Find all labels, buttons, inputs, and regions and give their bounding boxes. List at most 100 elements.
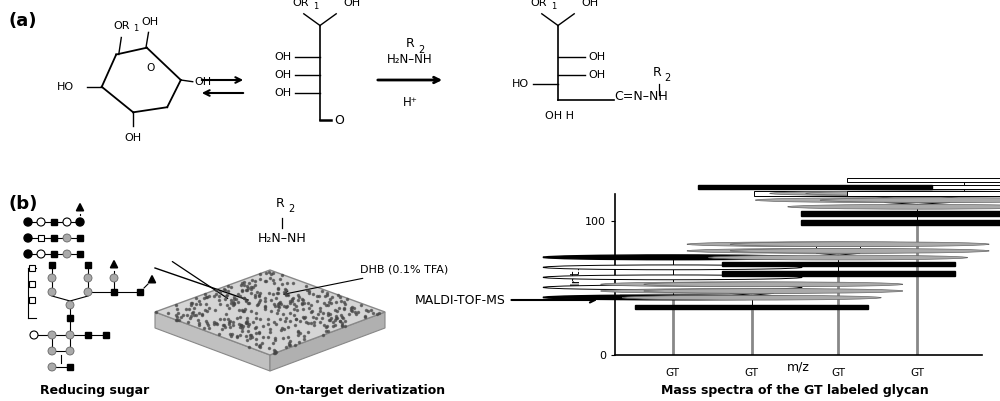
Bar bbox=[51, 219, 57, 225]
Circle shape bbox=[110, 274, 118, 282]
Bar bbox=[698, 184, 932, 189]
Bar bbox=[847, 184, 1000, 189]
Circle shape bbox=[66, 347, 74, 355]
Circle shape bbox=[644, 289, 903, 294]
Text: R: R bbox=[653, 67, 661, 79]
Circle shape bbox=[37, 250, 45, 258]
Circle shape bbox=[709, 255, 968, 260]
Bar bbox=[85, 332, 91, 338]
Polygon shape bbox=[155, 312, 270, 371]
Circle shape bbox=[543, 285, 802, 290]
Circle shape bbox=[543, 275, 802, 280]
Text: OH: OH bbox=[142, 17, 159, 27]
Circle shape bbox=[730, 242, 989, 247]
Text: H⁺: H⁺ bbox=[403, 96, 417, 109]
Circle shape bbox=[687, 249, 946, 253]
Text: 1: 1 bbox=[313, 2, 318, 11]
Text: Reducing sugar: Reducing sugar bbox=[40, 384, 150, 397]
Bar bbox=[67, 364, 73, 371]
Text: 2: 2 bbox=[288, 204, 294, 214]
Bar bbox=[754, 191, 987, 196]
Circle shape bbox=[644, 282, 903, 287]
Bar bbox=[29, 265, 35, 271]
Bar bbox=[77, 235, 83, 241]
Text: OR: OR bbox=[292, 0, 308, 8]
Circle shape bbox=[30, 331, 38, 339]
X-axis label: m/z: m/z bbox=[787, 360, 810, 373]
Text: 1: 1 bbox=[133, 24, 138, 33]
Text: OH: OH bbox=[589, 70, 606, 80]
Circle shape bbox=[76, 218, 84, 226]
Text: Mass spectra of the GT labeled glycan: Mass spectra of the GT labeled glycan bbox=[661, 384, 929, 397]
Text: GT: GT bbox=[745, 368, 759, 378]
Circle shape bbox=[63, 234, 71, 242]
Text: O: O bbox=[146, 63, 154, 73]
Bar bbox=[49, 261, 55, 268]
Text: OH: OH bbox=[274, 88, 291, 98]
Text: DHB (0.1% TFA): DHB (0.1% TFA) bbox=[284, 265, 448, 296]
Circle shape bbox=[84, 274, 92, 282]
Text: HO: HO bbox=[57, 82, 74, 92]
Bar bbox=[29, 297, 35, 304]
Text: OH: OH bbox=[581, 0, 599, 8]
Polygon shape bbox=[110, 261, 118, 268]
Polygon shape bbox=[148, 275, 156, 283]
Text: MALDI-TOF-MS: MALDI-TOF-MS bbox=[415, 294, 595, 306]
Bar bbox=[847, 191, 1000, 196]
Circle shape bbox=[48, 347, 56, 355]
Text: 2: 2 bbox=[418, 45, 424, 55]
Polygon shape bbox=[620, 296, 827, 299]
Text: OH: OH bbox=[274, 70, 291, 80]
Text: GT: GT bbox=[666, 368, 680, 378]
Text: 2: 2 bbox=[664, 73, 670, 83]
Text: H₂N–NH: H₂N–NH bbox=[387, 53, 433, 66]
Bar bbox=[29, 281, 35, 288]
Text: (a): (a) bbox=[8, 12, 36, 30]
Circle shape bbox=[730, 249, 989, 253]
Bar bbox=[847, 178, 1000, 182]
Bar bbox=[722, 262, 955, 266]
Circle shape bbox=[48, 363, 56, 371]
Circle shape bbox=[48, 331, 56, 339]
Circle shape bbox=[63, 250, 71, 258]
Bar bbox=[67, 315, 73, 321]
Text: OH: OH bbox=[125, 133, 142, 143]
Circle shape bbox=[806, 191, 1000, 196]
Bar bbox=[801, 221, 1000, 225]
Text: OH H: OH H bbox=[545, 111, 574, 121]
Circle shape bbox=[24, 234, 32, 242]
Circle shape bbox=[770, 191, 1000, 196]
Text: OH: OH bbox=[194, 77, 212, 87]
Circle shape bbox=[48, 288, 56, 296]
Text: OH: OH bbox=[343, 0, 361, 8]
Text: C=N–NH: C=N–NH bbox=[614, 90, 668, 103]
Text: GT: GT bbox=[910, 368, 924, 378]
Circle shape bbox=[37, 218, 45, 226]
Bar bbox=[85, 261, 91, 268]
Circle shape bbox=[48, 274, 56, 282]
Circle shape bbox=[820, 198, 1000, 203]
Text: R: R bbox=[406, 37, 414, 50]
Text: 1: 1 bbox=[551, 2, 556, 11]
Text: H₂N–NH: H₂N–NH bbox=[258, 232, 306, 245]
Bar bbox=[722, 271, 955, 275]
Circle shape bbox=[755, 198, 1000, 203]
Circle shape bbox=[622, 295, 881, 300]
Circle shape bbox=[543, 255, 802, 260]
Circle shape bbox=[63, 218, 71, 226]
Bar bbox=[51, 251, 57, 257]
Polygon shape bbox=[270, 312, 385, 371]
Text: On-target derivatization: On-target derivatization bbox=[275, 384, 445, 397]
Text: OH: OH bbox=[589, 52, 606, 62]
Bar bbox=[51, 235, 57, 241]
Circle shape bbox=[601, 289, 860, 294]
Circle shape bbox=[84, 288, 92, 296]
Bar bbox=[38, 235, 44, 241]
Polygon shape bbox=[155, 270, 385, 355]
Bar bbox=[111, 289, 117, 296]
Text: O: O bbox=[334, 113, 344, 126]
Circle shape bbox=[788, 205, 1000, 209]
Circle shape bbox=[66, 301, 74, 309]
Y-axis label: Int.: Int. bbox=[569, 265, 582, 285]
Circle shape bbox=[543, 295, 802, 300]
